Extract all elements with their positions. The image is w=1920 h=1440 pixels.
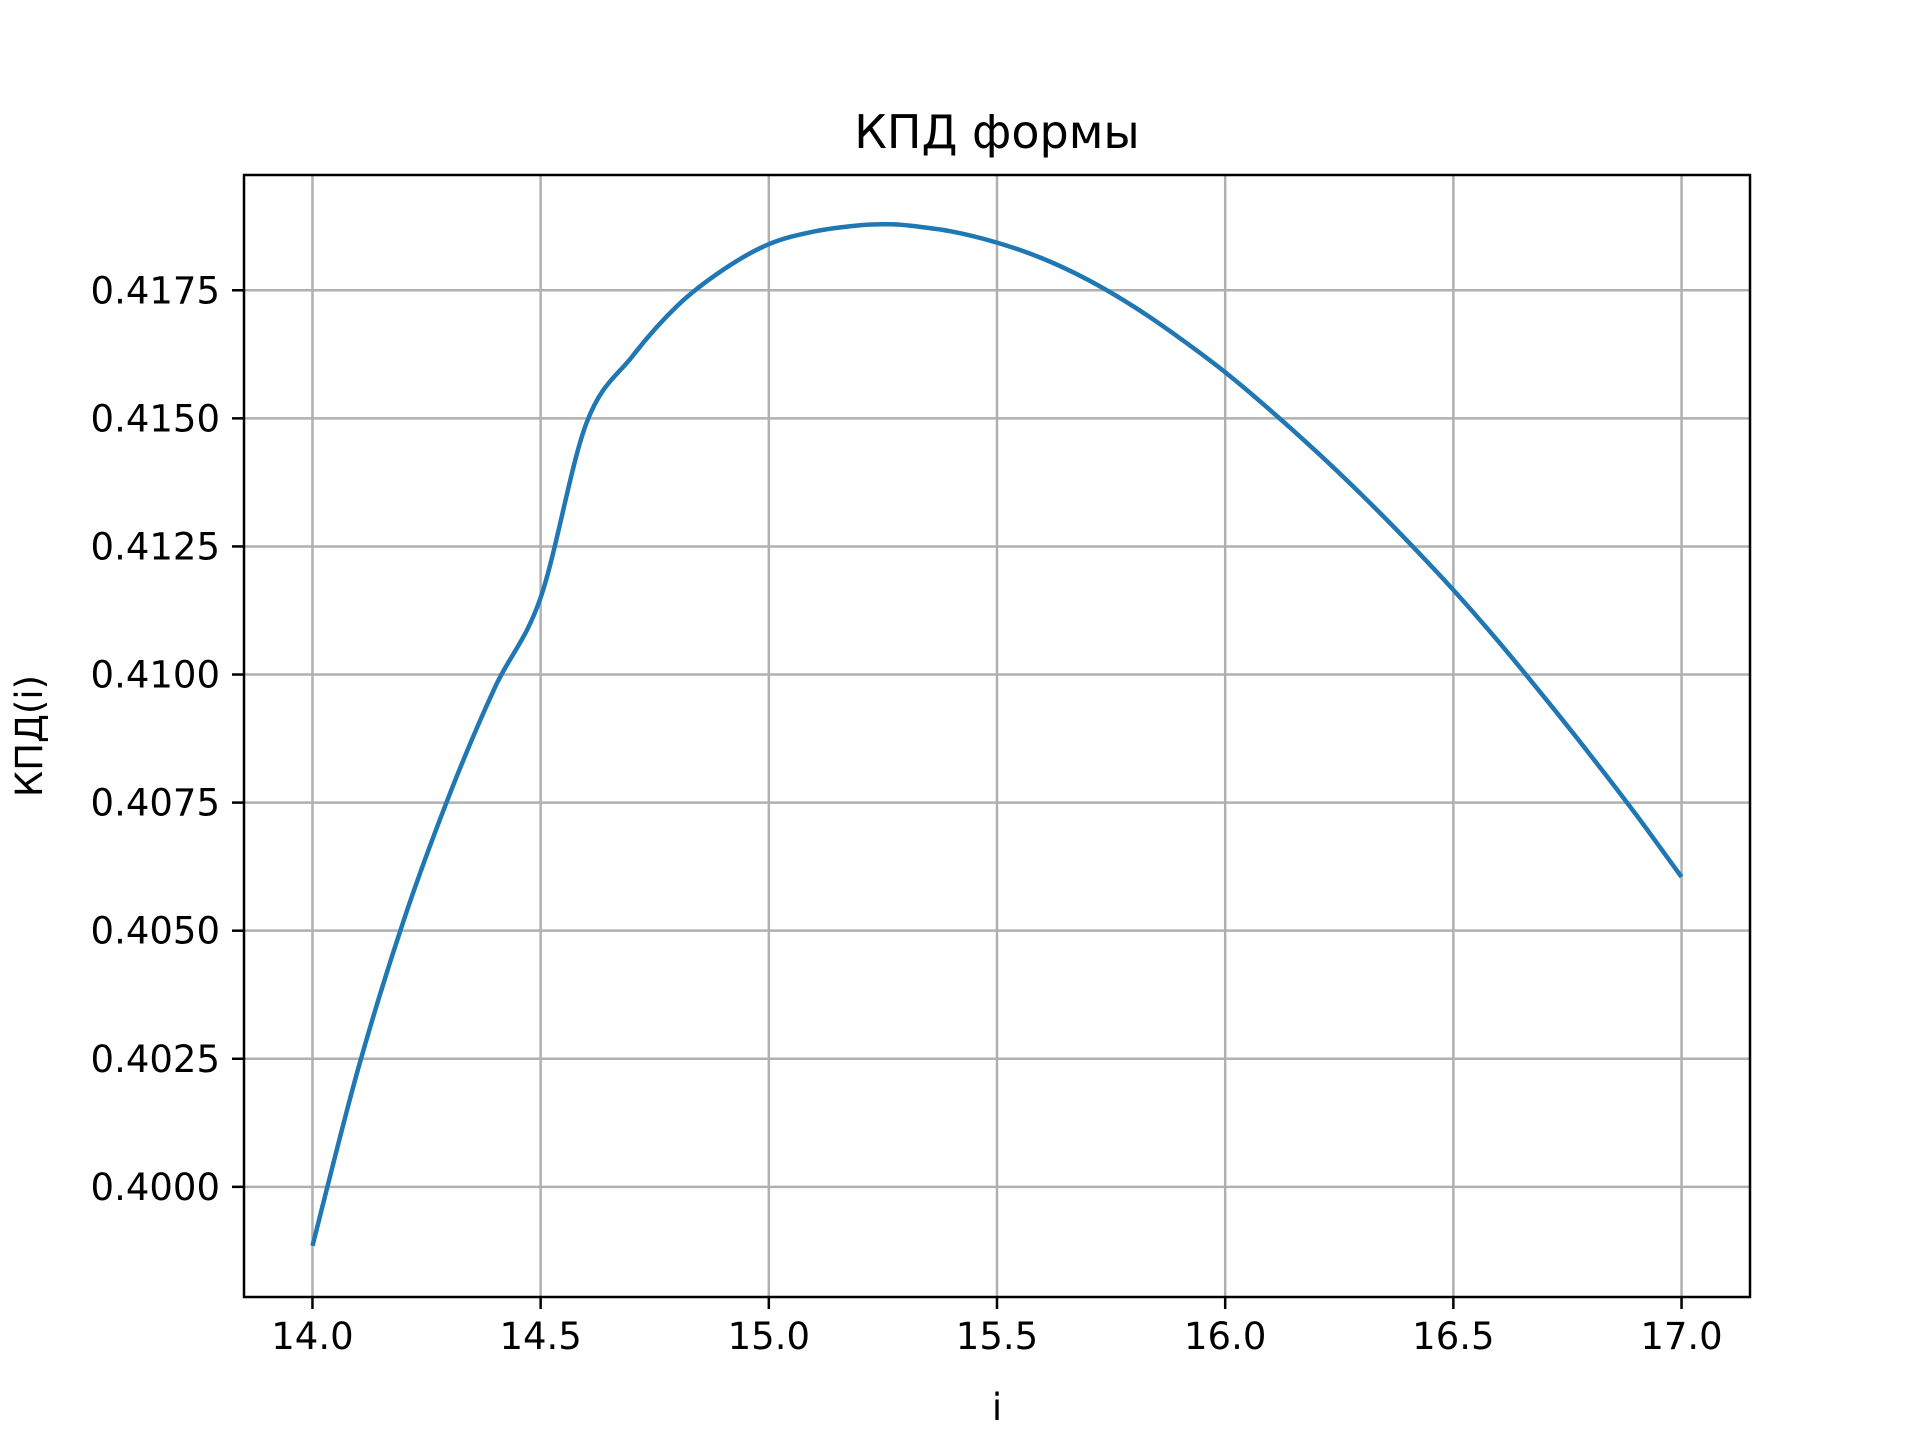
y-tick-label: 0.4150 bbox=[91, 397, 220, 440]
plot-frame bbox=[242, 173, 1752, 1299]
y-tick-label: 0.4125 bbox=[91, 525, 220, 568]
y-tick-label: 0.4100 bbox=[91, 654, 220, 697]
x-tick-label: 15.5 bbox=[956, 1315, 1038, 1358]
x-tick-label: 16.5 bbox=[1412, 1315, 1494, 1358]
x-tick-label: 16.0 bbox=[1184, 1315, 1266, 1358]
x-tick-label: 17.0 bbox=[1640, 1315, 1722, 1358]
x-axis-label: i bbox=[992, 1386, 1002, 1429]
y-tick-label: 0.4050 bbox=[91, 910, 220, 953]
x-tick-label: 14.0 bbox=[271, 1315, 353, 1358]
grid bbox=[244, 175, 1750, 1297]
y-tick-label: 0.4075 bbox=[91, 782, 220, 825]
y-tick-label: 0.4025 bbox=[91, 1038, 220, 1081]
series-line bbox=[310, 221, 1684, 1247]
y-axis-label: КПД(i) bbox=[8, 675, 51, 797]
x-tick-label: 14.5 bbox=[499, 1315, 581, 1358]
y-tick-label: 0.4000 bbox=[91, 1166, 220, 1209]
y-tick-label: 0.4175 bbox=[91, 269, 220, 312]
ticks: 14.0 14.5 15.0 15.5 16.0 16.5 17.0 0.4000 0.4025… bbox=[91, 269, 1723, 1358]
chart-title: КПД формы bbox=[854, 105, 1140, 159]
x-tick-label: 15.0 bbox=[728, 1315, 810, 1358]
